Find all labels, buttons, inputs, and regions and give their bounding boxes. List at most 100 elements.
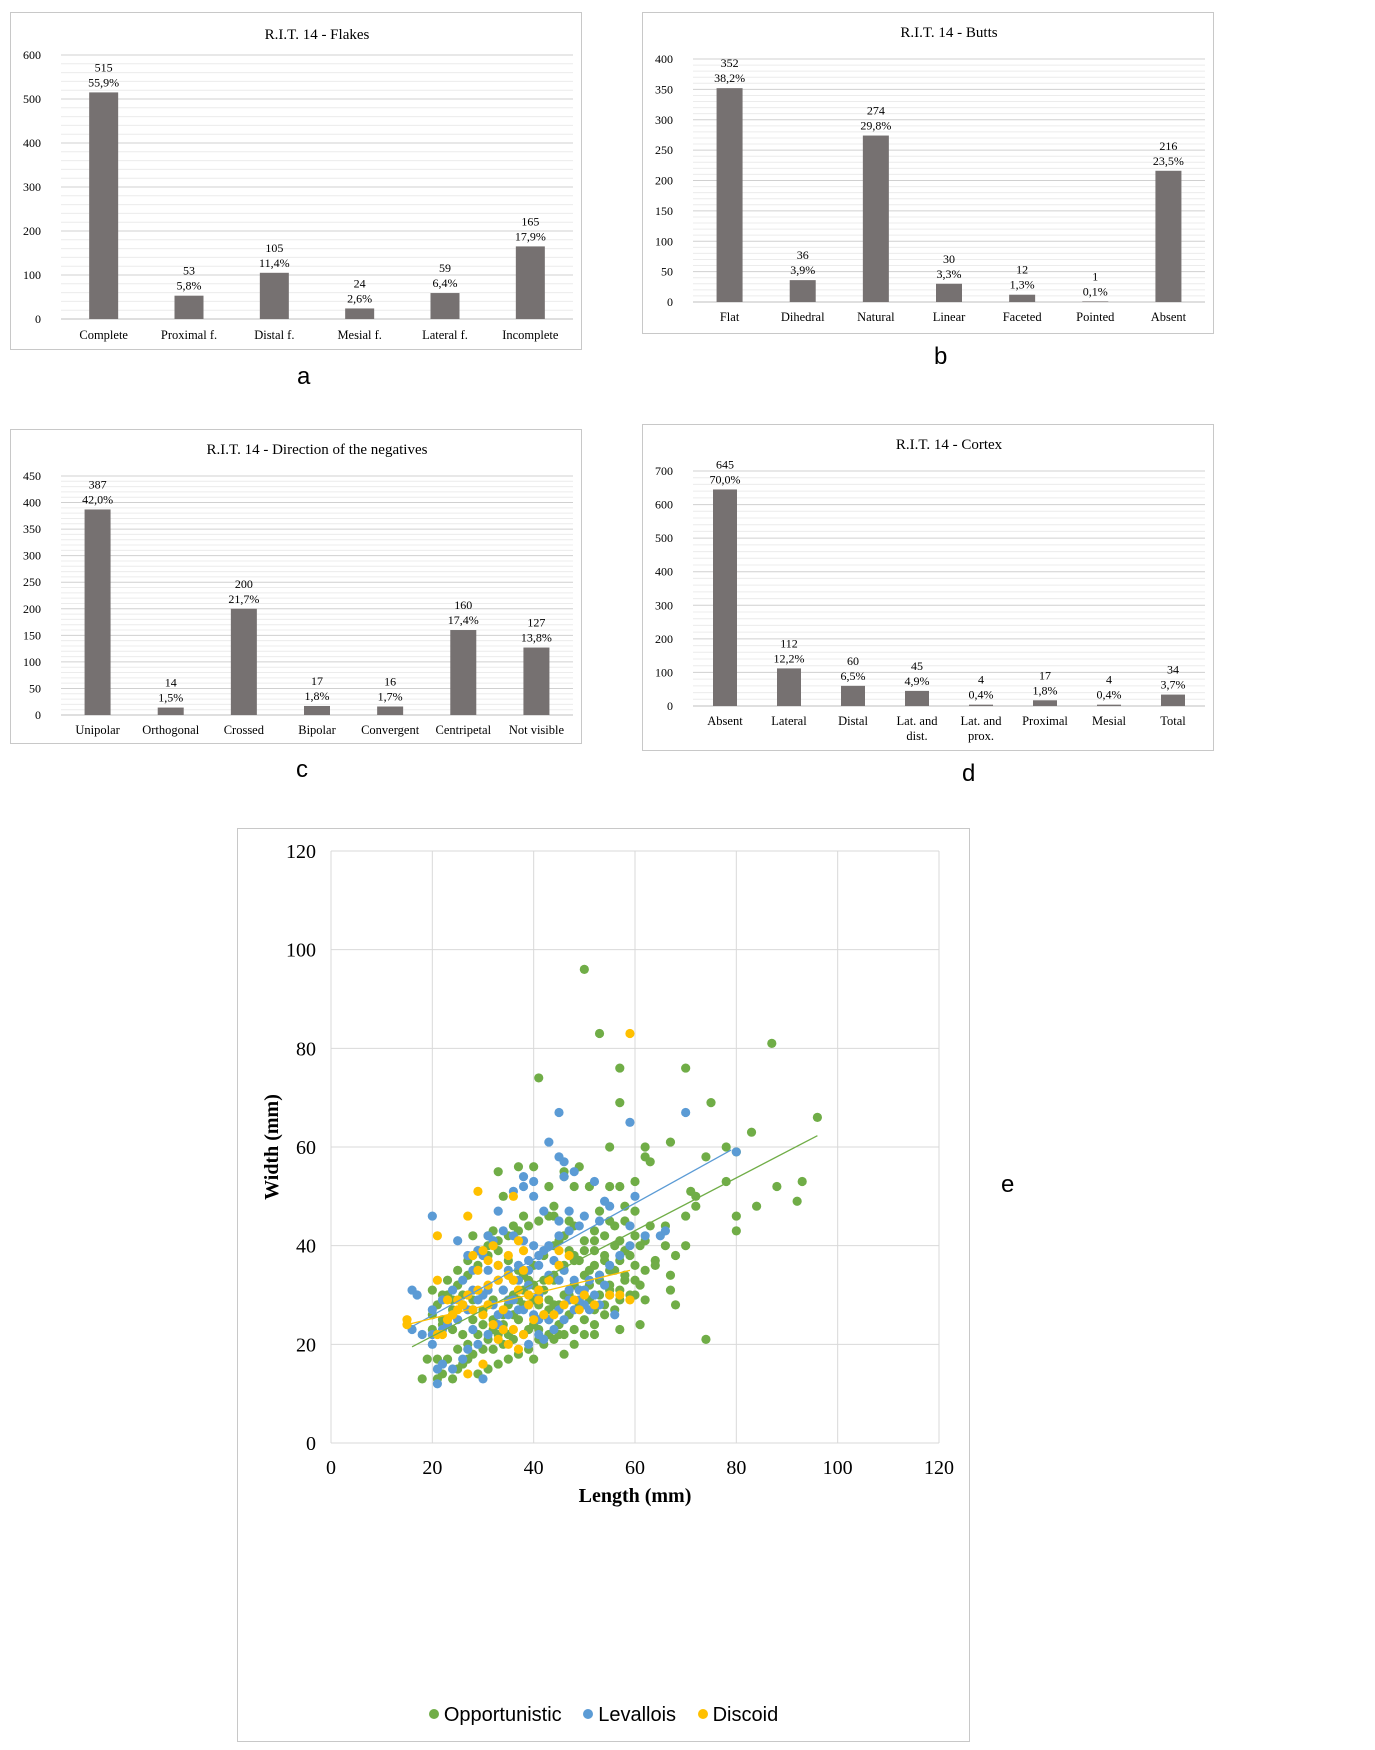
y-axis-title: Width (mm) [261,1094,283,1200]
bar-percent-label: 2,6% [347,291,372,305]
bar [1009,294,1036,302]
point-levallois [554,1275,564,1285]
bar [89,92,119,320]
bar-value-label: 112 [780,636,798,650]
y-tick-label: 450 [23,469,41,483]
point-discoid [589,1300,600,1310]
bar-percent-label: 3,9% [790,263,815,277]
bar-value-label: 45 [911,659,923,673]
point-levallois [544,1137,554,1147]
point-opportunistic [453,1265,463,1275]
x-category-label: Proximal [1022,714,1068,728]
point-levallois [559,1315,569,1325]
x-category-label: Natural [857,310,895,324]
chart-title: R.I.T. 14 - Flakes [265,27,370,43]
y-tick-label: 40 [296,1236,316,1258]
point-levallois [564,1206,574,1216]
y-tick-label: 0 [667,699,673,713]
point-discoid [488,1320,498,1330]
bar-value-label: 4 [978,673,984,687]
bar [515,246,545,319]
bar [345,308,375,319]
point-discoid [518,1329,529,1340]
bar-value-label: 24 [354,276,366,290]
flakes-chart: 0 100 200 300 400 500 600 R.I.T. 14 - Flakes 515… [23,27,573,342]
point-discoid [503,1270,513,1280]
bar-percent-label: 0,4% [969,688,994,702]
point-levallois [518,1172,529,1182]
point-opportunistic [594,1028,605,1039]
bar [905,690,929,706]
point-opportunistic [650,1260,660,1270]
point-discoid [513,1344,524,1354]
point-opportunistic [620,1201,630,1211]
point-levallois [681,1107,691,1118]
point-discoid [554,1246,564,1256]
point-opportunistic [630,1176,640,1187]
point-opportunistic [513,1162,524,1172]
bar [1155,170,1182,302]
y-tick-label: 500 [655,531,673,545]
bar [259,272,289,319]
y-tick-label: 250 [655,143,673,157]
bar-value-label: 16 [384,675,396,689]
bar [1161,694,1185,706]
point-opportunistic [488,1344,498,1354]
bar-value-label: 36 [797,248,809,262]
point-opportunistic [584,1265,594,1275]
point-opportunistic [665,1285,676,1295]
point-levallois [605,1201,615,1211]
chart-title: R.I.T. 14 - Butts [900,25,997,41]
scatter-legend: Opportunistic Levallois Discoid [238,1704,969,1727]
point-opportunistic [589,1320,600,1330]
point-opportunistic [468,1231,478,1241]
legend-marker-discoid [697,1709,708,1719]
bar-percent-label: 5,8% [177,279,202,293]
point-opportunistic [681,1241,691,1251]
x-category-label: Convergent [361,723,420,737]
point-discoid [442,1295,453,1305]
bar-value-label: 12 [1016,263,1028,277]
legend-item-levallois: Levallois [583,1704,676,1727]
point-levallois [569,1275,579,1285]
legend-marker-opportunistic [428,1709,439,1719]
y-tick-label: 400 [23,496,41,510]
bar-percent-label: 0,4% [1097,688,1122,702]
bar-percent-label: 4,9% [905,674,930,688]
point-levallois [569,1167,579,1177]
bar-percent-label: 55,9% [88,75,119,89]
point-opportunistic [579,1236,589,1246]
legend-label-opportunistic: Opportunistic [443,1704,562,1726]
bar-value-label: 14 [165,676,177,690]
point-opportunistic [600,1231,610,1241]
point-opportunistic [706,1098,716,1108]
y-tick-label: 300 [655,598,673,612]
x-category-label: Faceted [1003,310,1043,324]
point-levallois [594,1216,605,1226]
x-category-label: Centripetal [436,723,492,737]
x-category-label: Absent [1151,310,1187,324]
point-levallois [437,1359,448,1369]
x-category-label: prox. [968,729,994,743]
point-opportunistic [503,1354,513,1364]
panel-letter-e: e [1001,1171,1015,1198]
point-opportunistic [442,1275,453,1285]
x-category-label: dist. [906,729,927,743]
bar-percent-label: 11,4% [259,256,290,270]
point-opportunistic [518,1211,529,1221]
x-category-label: Mesial [1092,714,1127,728]
point-discoid [559,1300,569,1310]
point-discoid [549,1310,559,1320]
point-levallois [534,1329,544,1340]
bar-percent-label: 1,8% [1033,683,1058,697]
y-tick-label: 200 [655,632,673,646]
x-category-label: Distal [838,714,868,728]
point-opportunistic [701,1334,711,1344]
bar-percent-label: 1,7% [378,690,403,704]
y-tick-label: 300 [23,549,41,563]
bar-percent-label: 12,2% [774,651,805,665]
point-opportunistic [665,1270,676,1280]
butts-chart: 0 50 100 150 200 250 300 350 400 R.I.T. 14 - Butt… [655,25,1205,324]
x-category-label: Orthogonal [142,723,199,737]
point-discoid [518,1246,529,1256]
